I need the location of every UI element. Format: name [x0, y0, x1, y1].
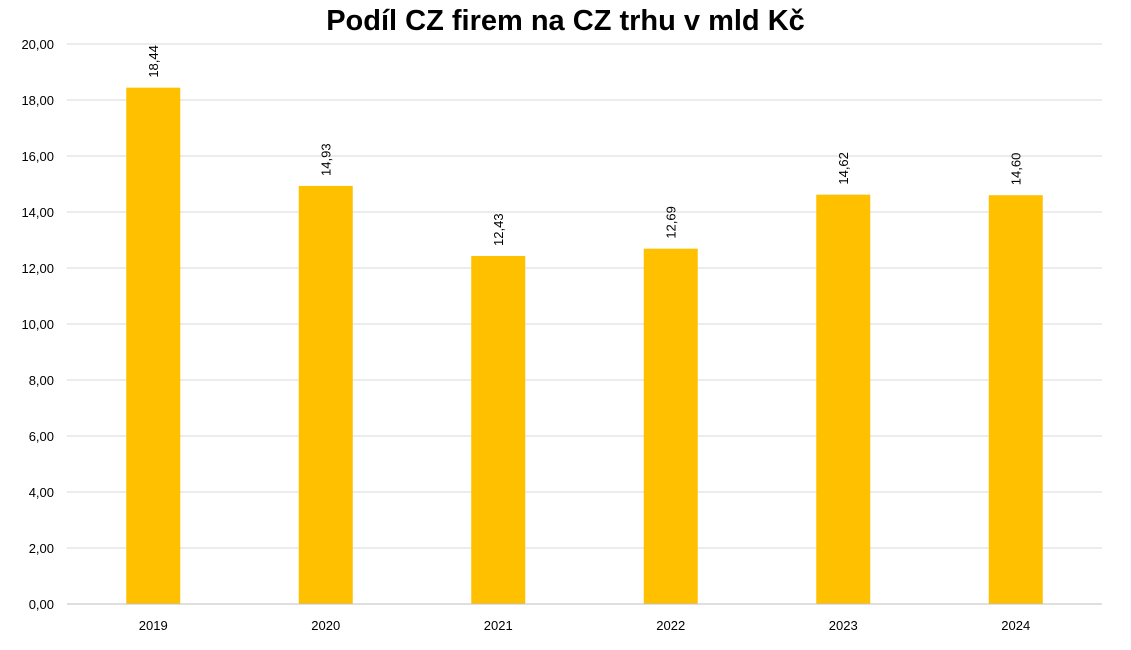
x-tick-label: 2023 — [829, 618, 858, 633]
y-tick-label: 16,00 — [21, 149, 54, 164]
y-tick-label: 2,00 — [29, 541, 54, 556]
y-tick-label: 14,00 — [21, 205, 54, 220]
data-label: 14,62 — [836, 152, 851, 185]
gridlines — [67, 43, 1102, 549]
bar — [126, 87, 181, 605]
x-tick-label: 2024 — [1001, 618, 1030, 633]
data-label: 18,44 — [146, 45, 161, 78]
bar — [643, 248, 698, 604]
data-label: 12,43 — [491, 213, 506, 246]
bar — [298, 185, 353, 604]
data-label: 12,69 — [664, 206, 679, 239]
y-tick-label: 10,00 — [21, 317, 54, 332]
y-tick-label: 8,00 — [29, 373, 54, 388]
y-tick-label: 12,00 — [21, 261, 54, 276]
bar — [471, 255, 526, 604]
x-tick-label: 2019 — [139, 618, 168, 633]
bar — [816, 194, 871, 604]
x-tick-label: 2021 — [484, 618, 513, 633]
data-label: 14,93 — [319, 143, 334, 176]
y-tick-label: 0,00 — [29, 597, 54, 612]
y-tick-label: 4,00 — [29, 485, 54, 500]
data-label: 14,60 — [1009, 153, 1024, 186]
x-tick-label: 2020 — [311, 618, 340, 633]
chart-title: Podíl CZ firem na CZ trhu v mld Kč — [326, 5, 805, 37]
y-tick-label: 6,00 — [29, 429, 54, 444]
y-tick-label: 18,00 — [21, 93, 54, 108]
bars — [126, 87, 1043, 605]
bar — [988, 195, 1043, 604]
x-tick-label: 2022 — [656, 618, 685, 633]
labels: 0,00 2,00 4,00 6,00 8,00 10,00 12,00 14,00 16,00… — [21, 37, 1030, 633]
y-tick-label: 20,00 — [21, 37, 54, 52]
